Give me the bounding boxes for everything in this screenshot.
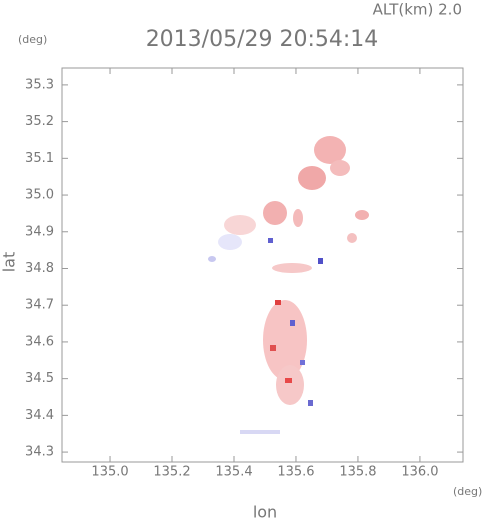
- y-tick-label: 34.8: [25, 261, 54, 276]
- y-tick-label: 35.2: [25, 114, 54, 129]
- x-unit: (deg): [453, 485, 482, 498]
- x-tick-label: 135.8: [339, 465, 376, 480]
- altitude-label: ALT(km) 2.0: [373, 1, 462, 19]
- echo: [270, 345, 276, 351]
- echo: [272, 263, 312, 273]
- echo: [314, 136, 346, 164]
- echo: [275, 300, 281, 305]
- y-tick-label: 35.1: [25, 151, 54, 166]
- echo: [298, 166, 326, 190]
- echo: [240, 430, 280, 434]
- plot-frame: [61, 67, 464, 463]
- echo: [290, 320, 295, 326]
- y-tick-label: 35.3: [25, 77, 54, 92]
- echo: [318, 258, 323, 264]
- echo: [347, 233, 357, 243]
- echo: [308, 400, 313, 406]
- echo: [293, 209, 303, 227]
- echo: [355, 210, 369, 220]
- x-axis-label: lon: [253, 503, 277, 522]
- echo: [263, 201, 287, 225]
- echo: [330, 160, 350, 176]
- x-tick-label: 135.0: [91, 465, 128, 480]
- y-tick-label: 34.3: [25, 445, 54, 460]
- echo: [218, 234, 242, 250]
- y-tick-label: 35.0: [25, 188, 54, 203]
- x-tick-label: 135.4: [215, 465, 252, 480]
- y-axis-label: lat: [0, 252, 19, 273]
- echo: [263, 300, 307, 380]
- echo: [208, 256, 216, 262]
- echo: [276, 365, 304, 405]
- echo: [285, 378, 292, 383]
- x-tick-label: 136.0: [401, 465, 438, 480]
- y-tick-label: 34.5: [25, 371, 54, 386]
- echo: [268, 238, 273, 243]
- radar-echoes: [208, 136, 369, 434]
- x-tick-label: 135.2: [153, 465, 190, 480]
- x-tick-label: 135.6: [277, 465, 314, 480]
- y-unit: (deg): [18, 33, 47, 46]
- y-tick-label: 34.9: [25, 224, 54, 239]
- echo: [300, 360, 305, 365]
- y-tick-label: 34.7: [25, 298, 54, 313]
- y-tick-label: 34.6: [25, 334, 54, 349]
- y-tick-label: 34.4: [25, 408, 54, 423]
- echo: [224, 215, 256, 235]
- chart-title: 2013/05/29 20:54:14: [146, 27, 379, 52]
